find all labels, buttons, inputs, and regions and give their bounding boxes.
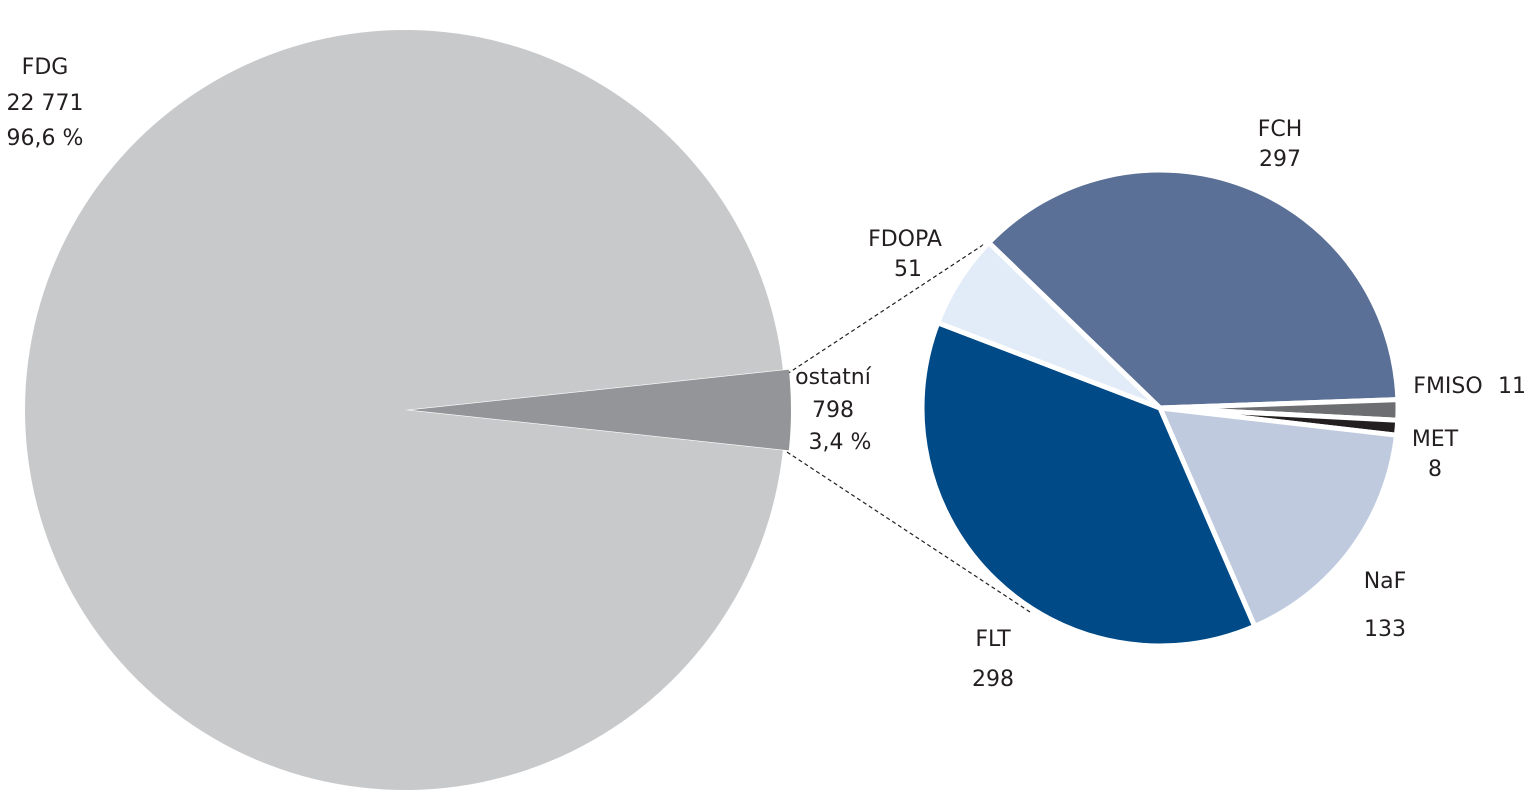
percent-label: 3,4 %: [809, 430, 872, 455]
pie-slice: [1157, 405, 1399, 629]
pie-slice: [986, 167, 1401, 411]
value-label: 11: [1498, 374, 1526, 399]
value-label: 798: [812, 398, 854, 423]
slice-label: ostatní: [795, 365, 872, 390]
value-label: 8: [1428, 457, 1442, 482]
slice-label: MET: [1412, 427, 1459, 452]
pie-slice: [411, 369, 791, 451]
slice-label: NaF: [1364, 569, 1407, 594]
pie-slice: [935, 240, 1163, 411]
value-label: 133: [1364, 617, 1406, 642]
value-label: 51: [894, 257, 922, 282]
value-label: 297: [1259, 147, 1301, 172]
slice-label: FDG: [22, 55, 69, 80]
slice-label: FCH: [1258, 117, 1303, 142]
value-label: 298: [972, 667, 1014, 692]
pie-slice: [919, 320, 1258, 649]
slice-label: FMISO: [1413, 374, 1482, 399]
pie-slice: [24, 29, 783, 790]
percent-label: 96,6 %: [7, 126, 84, 151]
value-label: 22 771: [7, 91, 84, 116]
slice-label: FDOPA: [868, 227, 942, 252]
slice-label: FLT: [975, 627, 1011, 652]
